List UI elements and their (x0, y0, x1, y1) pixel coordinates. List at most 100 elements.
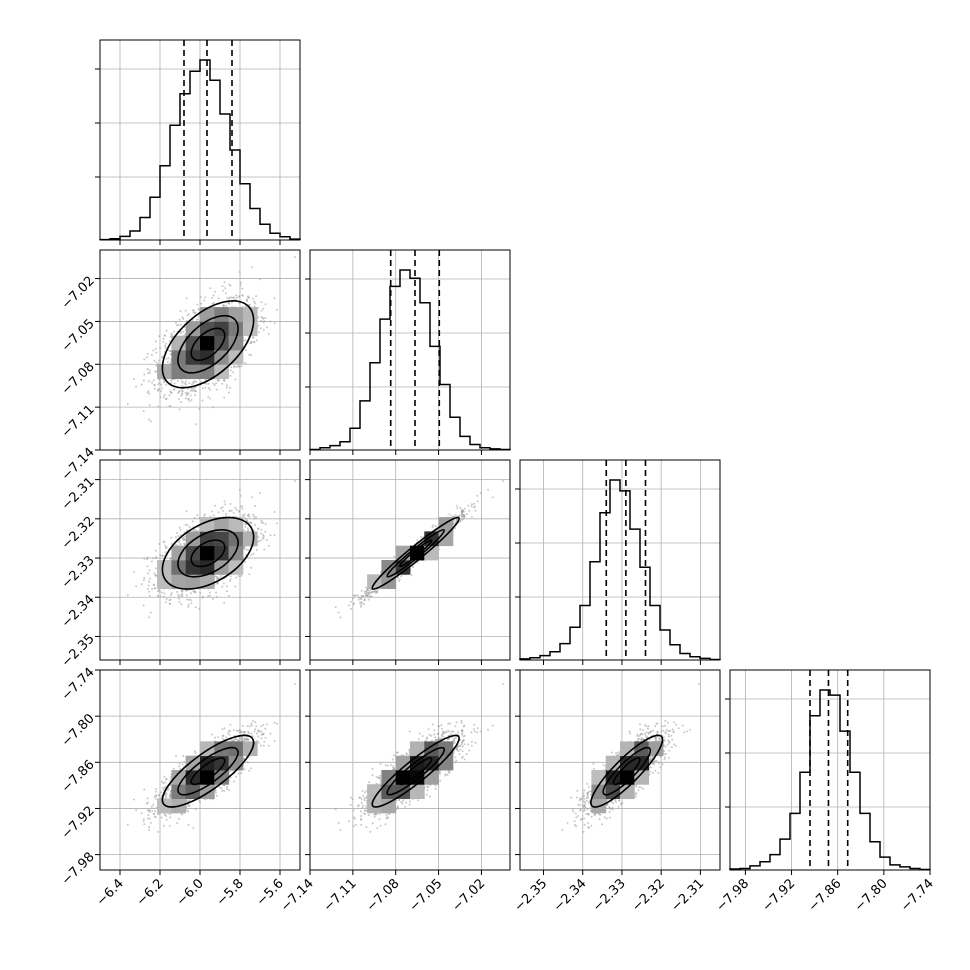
scatter-point (164, 601, 167, 604)
scatter-point (161, 554, 164, 557)
scatter-point (244, 561, 247, 564)
scatter-point (161, 387, 163, 390)
scatter-point (185, 297, 188, 300)
scatter-point (255, 339, 258, 342)
scatter-point (179, 529, 182, 531)
scatter-point (152, 557, 155, 560)
scatter-point (241, 287, 244, 290)
scatter-point (260, 521, 263, 524)
scatter-point (273, 322, 276, 325)
scatter-point (487, 488, 489, 491)
scatter-point (257, 536, 260, 539)
scatter-point (159, 346, 162, 349)
scatter-point (152, 379, 155, 382)
scatter-point (235, 296, 238, 299)
scatter-point (158, 382, 161, 384)
scatter-point (194, 591, 197, 594)
scatter-point (152, 349, 155, 352)
scatter-point (159, 554, 162, 557)
scatter-point (145, 356, 148, 359)
y-tick-label: −7.05 (59, 316, 98, 355)
scatter-point (143, 358, 146, 361)
scatter-point (172, 330, 175, 333)
scatter-point (177, 597, 180, 600)
scatter-point (225, 585, 228, 588)
scatter-point (250, 566, 253, 569)
density-cell (185, 321, 201, 337)
scatter-point (204, 386, 207, 389)
scatter-point (155, 364, 158, 367)
scatter-point (239, 505, 242, 508)
scatter-point (164, 544, 167, 547)
scatter-point (164, 342, 167, 345)
scatter-point (211, 406, 214, 409)
scatter-point (176, 379, 179, 382)
scatter-point (164, 551, 167, 554)
scatter-point (269, 320, 272, 323)
scatter-point (257, 324, 260, 327)
scatter-point (194, 606, 197, 609)
scatter-point (191, 383, 193, 386)
scatter-point (187, 603, 190, 606)
scatter-point (184, 380, 187, 383)
scatter-point (162, 337, 165, 340)
scatter-point (264, 530, 267, 533)
scatter-point (190, 602, 193, 605)
y-tick-label: −2.34 (59, 592, 98, 631)
scatter-point (181, 389, 184, 392)
scatter-point (146, 588, 149, 590)
scatter-point (169, 349, 172, 352)
scatter-point (203, 299, 206, 302)
scatter-point (244, 517, 247, 520)
scatter-point (245, 548, 247, 551)
scatter-point (229, 575, 232, 578)
scatter-point (212, 382, 215, 385)
scatter-point (146, 368, 149, 370)
scatter-point (209, 287, 212, 290)
scatter-point (159, 595, 162, 598)
scatter-point (143, 373, 146, 376)
histogram-step-0 (99, 59, 301, 241)
scatter-point (237, 365, 239, 368)
scatter-point (222, 289, 225, 292)
scatter-point (176, 324, 178, 327)
scatter-point (258, 492, 261, 495)
scatter-point (265, 326, 268, 329)
scatter-point (222, 582, 225, 585)
scatter-point (183, 542, 185, 545)
scatter-point (187, 313, 190, 316)
scatter-point (232, 296, 235, 299)
scatter-point (168, 602, 171, 605)
scatter-point (184, 391, 187, 394)
scatter-point (151, 587, 154, 590)
scatter-point (360, 603, 363, 606)
scatter-point (255, 516, 258, 519)
scatter-point (165, 397, 168, 400)
scatter-point (235, 294, 237, 297)
scatter-point (245, 305, 248, 308)
scatter-point (455, 505, 458, 507)
scatter-point (347, 604, 350, 607)
scatter-point (250, 354, 253, 357)
scatter-point (246, 527, 249, 530)
scatter-point (244, 523, 246, 526)
scatter-point (250, 554, 253, 556)
y-tick-label: −2.33 (59, 553, 98, 592)
scatter-point (222, 303, 225, 306)
scatter-point (400, 575, 403, 578)
scatter-point (349, 600, 352, 603)
density-cell (214, 545, 229, 561)
scatter-point (476, 494, 479, 497)
scatter-point (257, 540, 260, 543)
scatter-point (165, 357, 168, 360)
scatter-point (164, 334, 167, 337)
histogram-step-1 (309, 269, 511, 451)
scatter-point (201, 387, 204, 390)
scatter-point (276, 308, 278, 311)
scatter-point (264, 523, 267, 526)
scatter-point (259, 327, 262, 330)
scatter-point (200, 302, 203, 305)
scatter-point (217, 511, 220, 514)
scatter-point (251, 297, 254, 300)
scatter-point (255, 295, 258, 298)
